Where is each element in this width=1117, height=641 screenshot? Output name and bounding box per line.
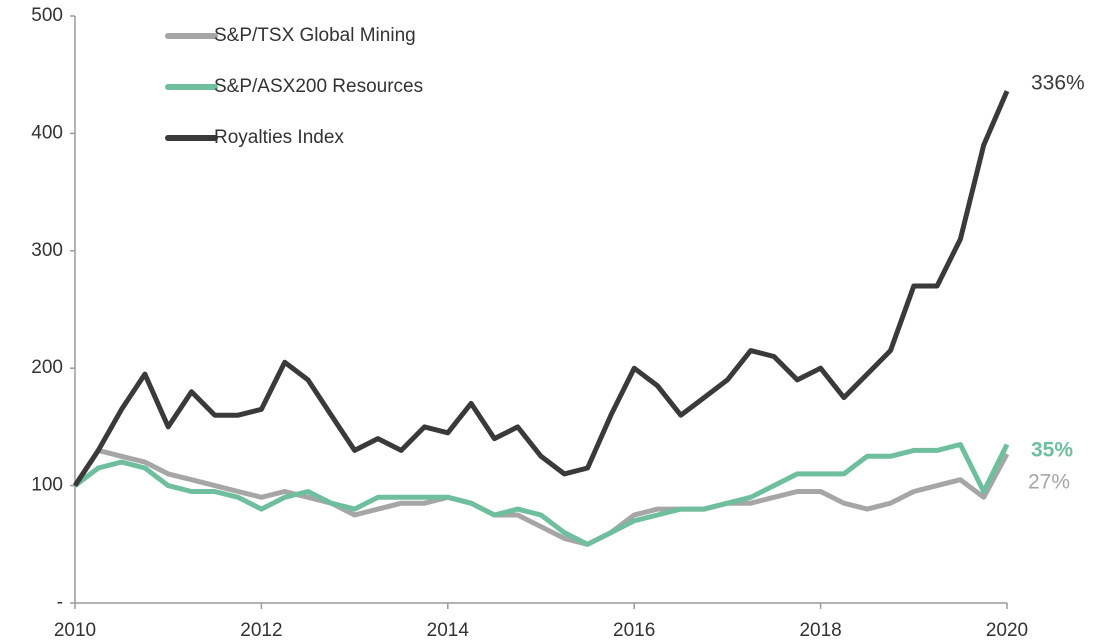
y-tick-label: 100 [31,475,63,496]
y-tick-label: - [57,592,63,613]
annotation: 27% [1028,471,1070,494]
series-line [73,442,1010,547]
x-tick-label: 2012 [240,620,282,641]
series-line [72,90,1010,487]
legend-label: S&P/ASX200 Resources [214,76,423,97]
x-tick-label: 2020 [986,620,1028,641]
x-tick-label: 2014 [427,620,470,641]
legend-label: Royalties Index [214,127,344,148]
annotation: 336% [1031,72,1085,95]
y-tick-label: 200 [31,357,63,378]
x-tick-label: 2010 [54,620,96,641]
x-tick-label: 2018 [799,620,841,641]
legend-label: S&P/TSX Global Mining [214,25,416,46]
y-tick-label: 500 [31,5,63,26]
y-tick-label: 300 [31,240,63,261]
series-line [72,447,1010,547]
y-tick-label: 400 [31,122,63,143]
x-tick-label: 2016 [613,620,655,641]
annotation: 35% [1031,439,1073,462]
